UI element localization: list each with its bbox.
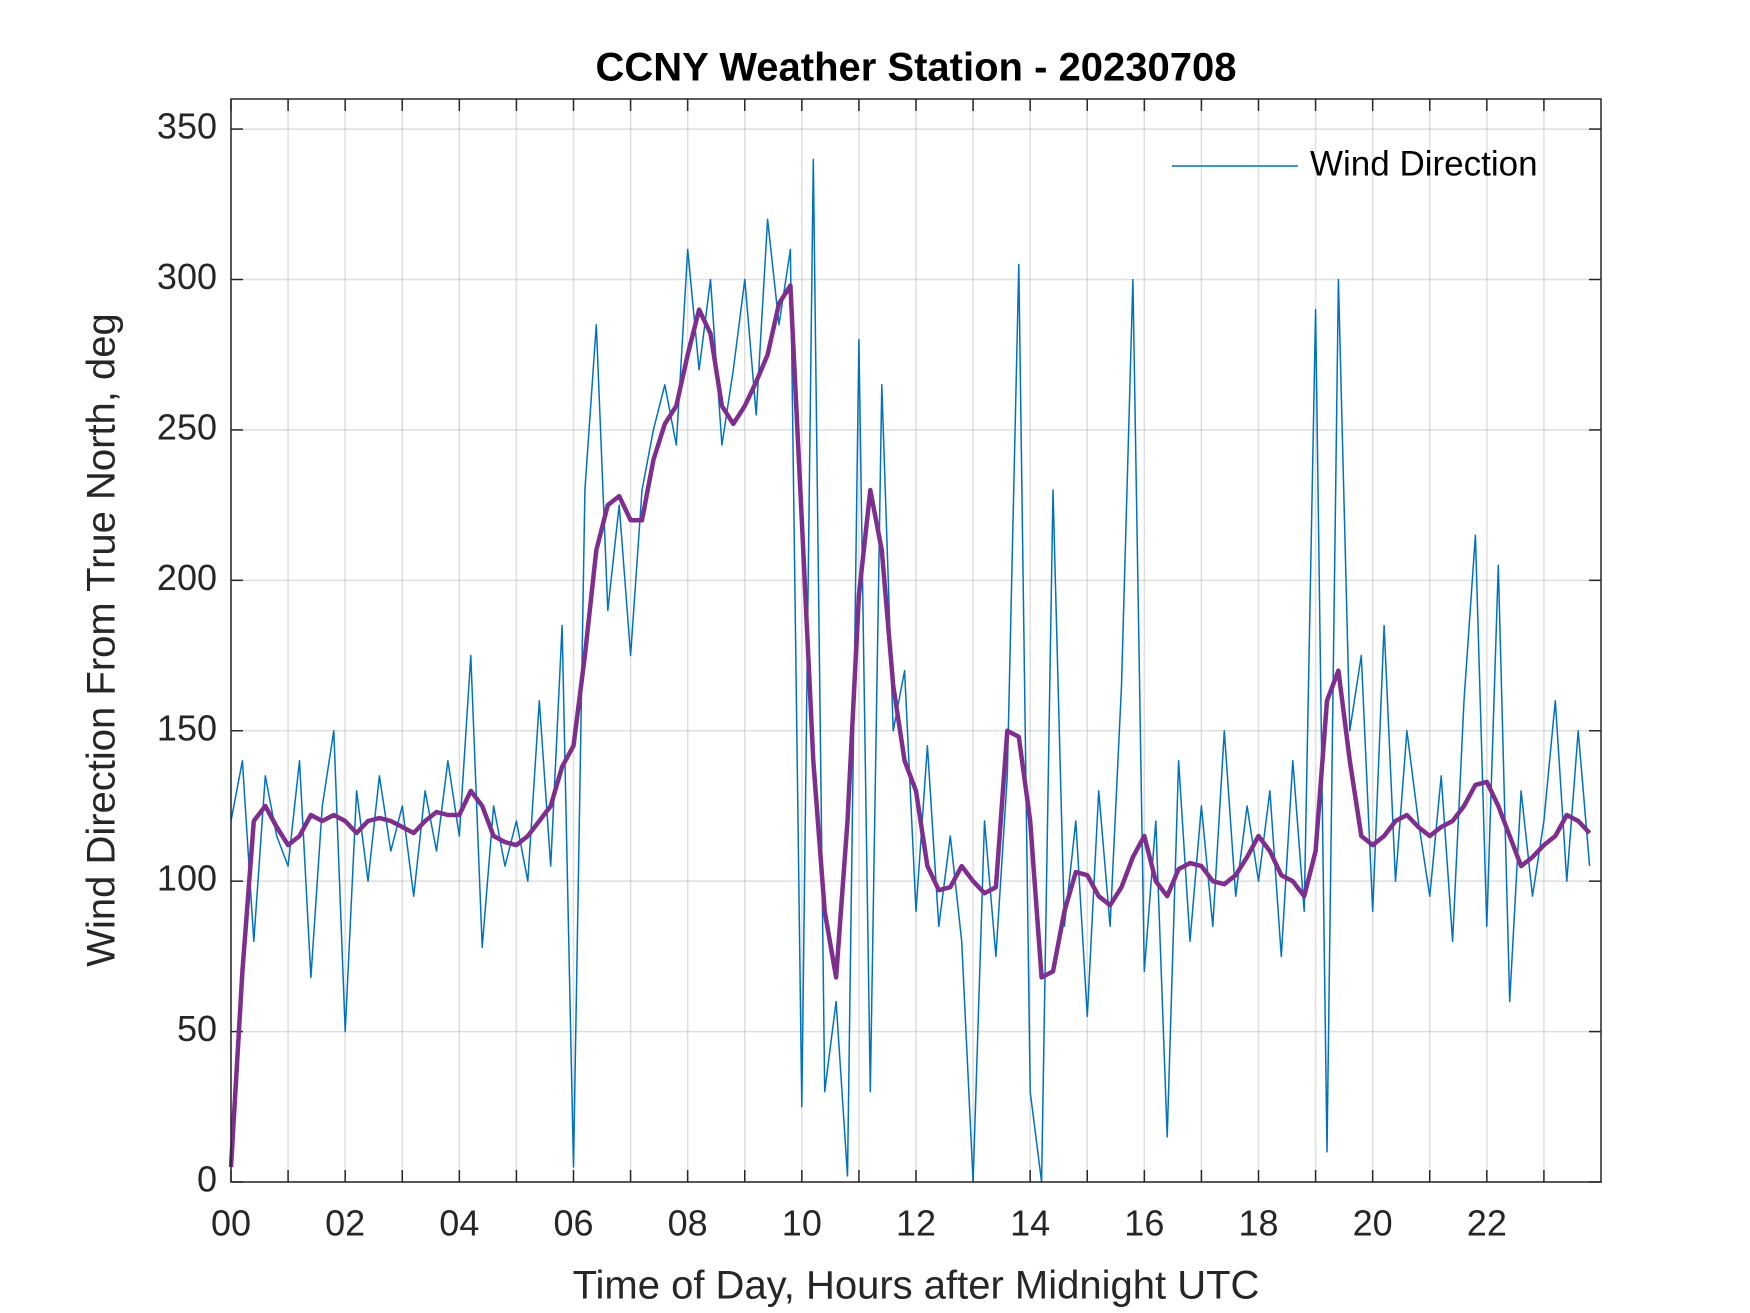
y-tick-label: 200 [157, 557, 217, 598]
y-tick-label: 350 [157, 106, 217, 147]
y-tick-label: 250 [157, 406, 217, 447]
x-tick-label: 02 [325, 1203, 365, 1244]
x-tick-label: 06 [553, 1203, 593, 1244]
y-tick-label: 100 [157, 858, 217, 899]
chart-title: CCNY Weather Station - 20230708 [596, 46, 1237, 90]
x-tick-label: 10 [782, 1203, 822, 1244]
x-tick-label: 22 [1467, 1203, 1507, 1244]
x-tick-label: 04 [439, 1203, 479, 1244]
data-line [228, 283, 1592, 1168]
y-axis-label: Wind Direction From True North, deg [80, 313, 124, 967]
x-tick-label: 08 [668, 1203, 708, 1244]
data-line [230, 158, 1591, 1183]
plot-frame [230, 98, 1602, 1183]
y-tick-label: 300 [157, 256, 217, 297]
x-tick-label: 00 [211, 1203, 251, 1244]
x-tick-label: 18 [1238, 1203, 1278, 1244]
x-tick-label: 16 [1124, 1203, 1164, 1244]
x-tick-label: 12 [896, 1203, 936, 1244]
x-axis-label: Time of Day, Hours after Midnight UTC [573, 1264, 1260, 1308]
y-tick-label: 50 [177, 1008, 217, 1049]
x-tick-label: 14 [1010, 1203, 1050, 1244]
y-tick-label: 0 [197, 1159, 217, 1200]
x-tick-label: 20 [1353, 1203, 1393, 1244]
y-tick-label: 150 [157, 707, 217, 748]
legend-label: Wind Direction [1310, 144, 1538, 183]
